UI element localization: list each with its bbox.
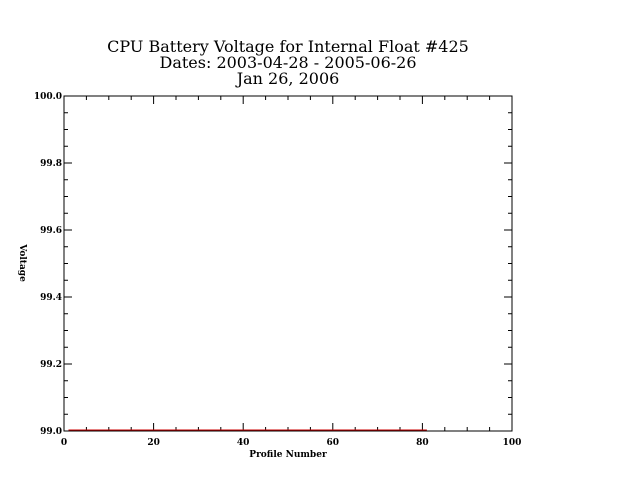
x-tick-label: 40 — [237, 438, 250, 448]
y-axis-label: Voltage — [17, 243, 27, 282]
y-tick-label: 99.0 — [40, 427, 62, 437]
y-axis: 99.0 99.2 99.4 99.6 99.8 100.0 — [34, 92, 512, 437]
x-tick-label: 0 — [61, 438, 67, 448]
chart-title-line-2: Dates: 2003-04-28 - 2005-06-26 — [159, 53, 416, 72]
x-tick-label: 20 — [147, 438, 160, 448]
y-tick-label: 99.2 — [40, 360, 62, 370]
plot-frame — [63, 95, 513, 432]
x-tick-label: 60 — [327, 438, 340, 448]
x-axis-label: Profile Number — [249, 450, 327, 460]
chart-title-line-1: CPU Battery Voltage for Internal Float #… — [107, 37, 469, 56]
chart-title-line-3: Jan 26, 2006 — [235, 69, 340, 88]
y-tick-label: 99.8 — [40, 159, 62, 169]
y-tick-label: 99.6 — [40, 226, 62, 236]
x-tick-label: 100 — [503, 438, 522, 448]
x-axis: 0 20 40 60 80 100 — [61, 96, 522, 448]
x-tick-label: 80 — [416, 438, 429, 448]
y-tick-label: 100.0 — [34, 92, 62, 102]
y-tick-label: 99.4 — [40, 293, 62, 303]
